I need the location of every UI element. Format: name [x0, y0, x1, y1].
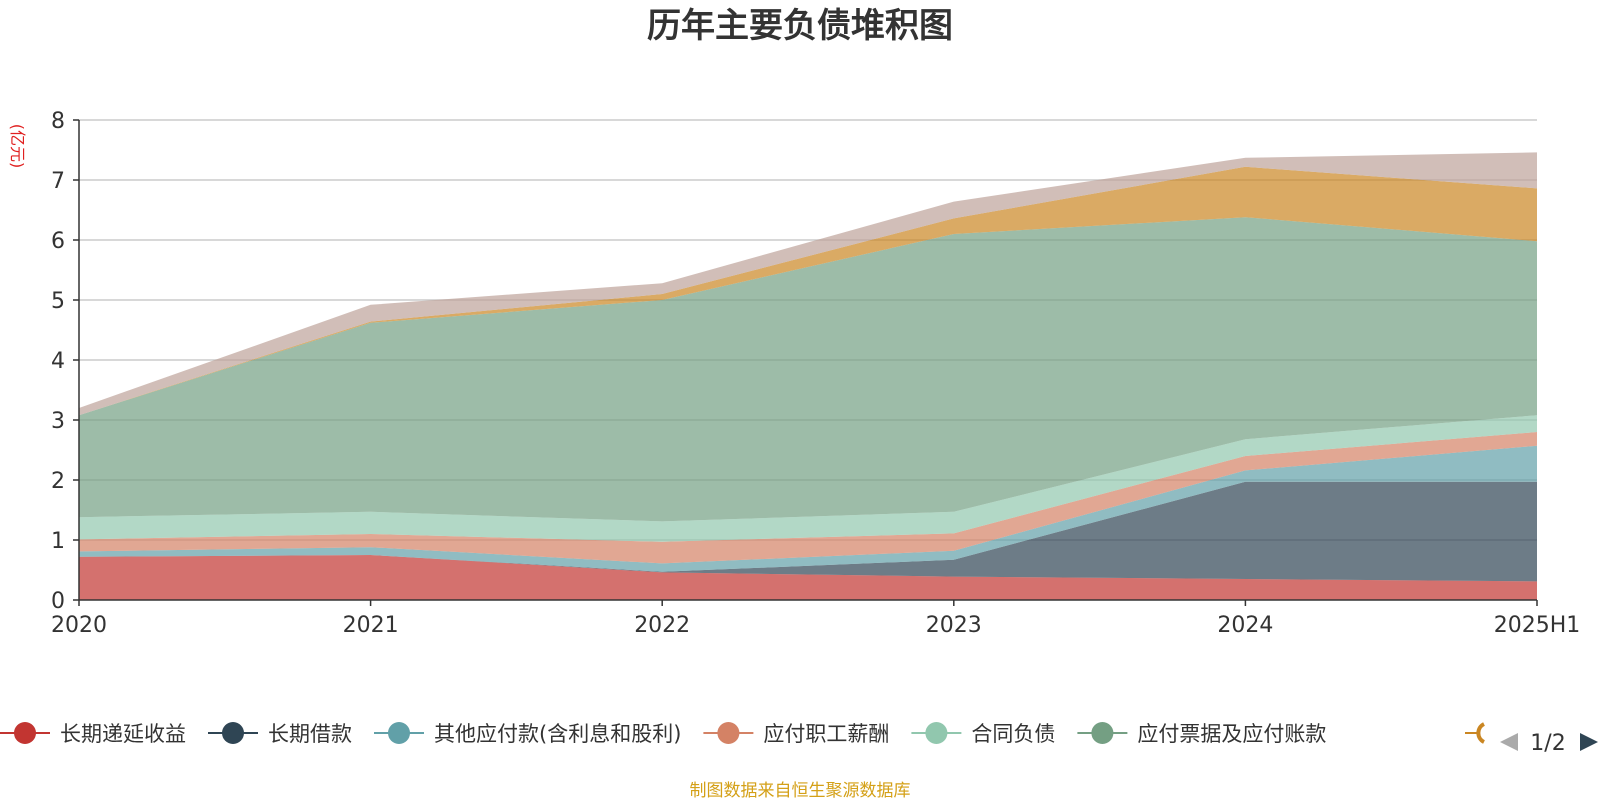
- area-series-6: [79, 166, 1537, 416]
- legend-circle-icon: [717, 722, 740, 744]
- legend-circle-icon: [1091, 722, 1114, 744]
- area-series: [79, 152, 1537, 600]
- legend: 长期递延收益 长期借款 其他应付款(含利息和股利) 应付职工薪酬 合同负债 应付票据及应付…: [0, 722, 1486, 746]
- x-tick-label: 2022: [634, 613, 690, 638]
- legend-pager: 1/2: [1500, 731, 1598, 756]
- y-axis-unit: (亿元): [8, 124, 27, 169]
- legend-label: 长期递延收益: [60, 722, 186, 746]
- y-tick-label: 5: [51, 289, 65, 314]
- area-series-1: [79, 481, 1537, 582]
- legend-circle-icon: [14, 722, 36, 744]
- legend-circle-icon: [222, 722, 244, 744]
- area-series-2: [79, 445, 1537, 572]
- legend-item[interactable]: 应付票据及应付账款: [1077, 722, 1326, 746]
- x-tick-label: 2021: [343, 613, 399, 638]
- x-tick-labels: 2020 2021 2022 2023 2024 2025H1: [51, 613, 1580, 638]
- y-tick-label: 2: [51, 469, 65, 494]
- legend-item[interactable]: 长期借款: [208, 722, 352, 746]
- y-tick-label: 8: [51, 109, 65, 134]
- legend-label: 合同负债: [971, 722, 1055, 746]
- legend-label: 应付票据及应付账款: [1137, 722, 1326, 746]
- area-series-3: [79, 432, 1537, 564]
- chart-title: 历年主要负债堆积图: [647, 6, 953, 46]
- legend-next-arrow-icon[interactable]: [1580, 733, 1598, 751]
- y-tick-label: 4: [51, 349, 65, 374]
- area-series-4: [79, 415, 1537, 542]
- legend-item[interactable]: 应付职工薪酬: [703, 722, 889, 746]
- legend-circle-icon: [388, 722, 410, 744]
- legend-circle-icon-partial: [1476, 722, 1486, 744]
- y-tick-label: 1: [51, 529, 65, 554]
- x-tick-label: 2024: [1217, 613, 1273, 638]
- legend-item[interactable]: 其他应付款(含利息和股利): [374, 722, 681, 746]
- legend-label: 长期借款: [268, 722, 352, 746]
- y-tick-label: 6: [51, 229, 65, 254]
- y-tick-label: 3: [51, 409, 65, 434]
- legend-item[interactable]: 长期递延收益: [0, 722, 186, 746]
- legend-label: 应付职工薪酬: [763, 722, 889, 746]
- legend-page-indicator: 1/2: [1530, 731, 1565, 756]
- area-series-0: [79, 555, 1537, 600]
- y-tick-label: 7: [51, 169, 65, 194]
- x-tick-label: 2025H1: [1494, 613, 1581, 638]
- legend-item[interactable]: 合同负债: [911, 722, 1055, 746]
- legend-prev-arrow-icon[interactable]: [1500, 733, 1518, 751]
- y-tick-label: 0: [51, 589, 65, 614]
- legend-label: 其他应付款(含利息和股利): [434, 722, 681, 746]
- area-series-5: [79, 217, 1537, 522]
- x-tick-label: 2023: [926, 613, 982, 638]
- axes: [73, 119, 1538, 606]
- source-note: 制图数据来自恒生聚源数据库: [690, 781, 911, 800]
- legend-circle-icon: [925, 722, 948, 744]
- y-tick-labels: 0 1 2 3 4 5 6 7 8: [51, 109, 65, 614]
- x-tick-label: 2020: [51, 613, 107, 638]
